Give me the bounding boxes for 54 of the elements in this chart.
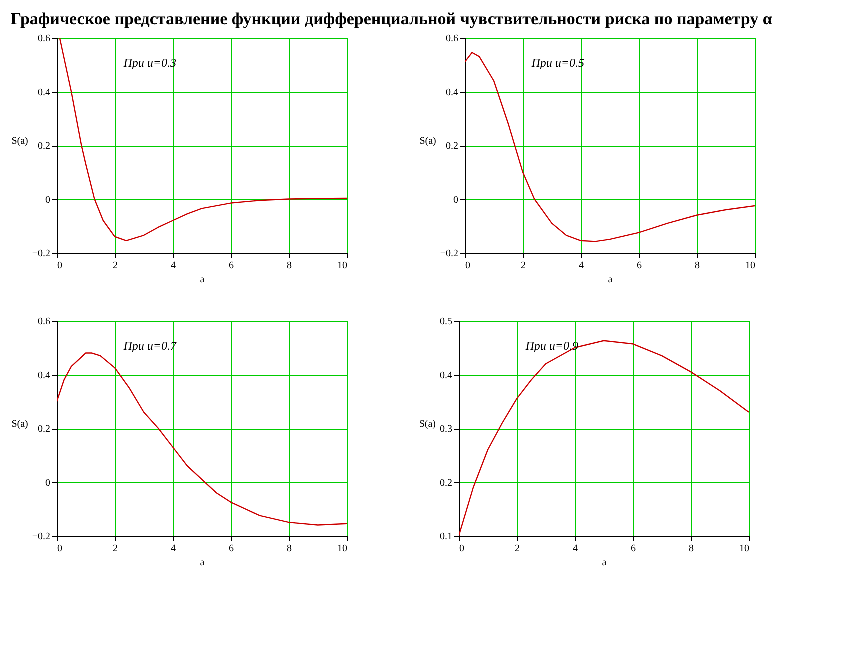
x-tick-label: 6: [229, 260, 234, 272]
x-tick-label: 2: [113, 260, 118, 272]
x-axis-title: a: [608, 274, 614, 286]
y-tick-label: 0.2: [38, 424, 50, 435]
y-tick-label: 0: [454, 194, 458, 206]
y-tick-label: 0.6: [38, 316, 50, 328]
x-tick-label: 0: [466, 260, 470, 272]
x-tick-label: 8: [695, 260, 700, 272]
y-axis-title: S(a): [420, 136, 436, 147]
x-tick-label: 8: [287, 260, 292, 272]
y-tick-label: −0.2: [32, 532, 50, 542]
y-tick-label: 0.6: [446, 34, 458, 44]
y-tick-label: 0.2: [446, 141, 458, 152]
y-tick-label: 0.5: [440, 316, 452, 328]
x-tick-label: 2: [521, 260, 526, 272]
x-tick-label: 10: [746, 260, 756, 272]
x-tick-label: 10: [740, 544, 750, 554]
y-tick-label: 0: [46, 194, 50, 206]
line-series: [57, 352, 347, 526]
x-tick-label: 0: [58, 260, 62, 272]
x-tick-label: 10: [338, 260, 348, 272]
y-tick-label: 0.3: [440, 424, 452, 435]
x-tick-label: 4: [171, 544, 176, 554]
x-tick-label: 8: [689, 544, 694, 554]
x-tick-label: 4: [573, 544, 578, 554]
x-tick-label: 6: [631, 544, 636, 554]
y-tick-label: 0.1: [440, 532, 452, 542]
x-axis-title: a: [200, 274, 206, 286]
x-tick-label: 4: [171, 260, 176, 272]
y-axis-title: S(a): [12, 136, 28, 147]
y-tick-label: 0.2: [440, 478, 452, 489]
y-axis-title: S(a): [12, 419, 28, 430]
y-tick-label: 0.4: [38, 370, 50, 382]
x-tick-label: 8: [287, 544, 292, 554]
y-tick-label: 0: [46, 478, 50, 489]
x-tick-label: 2: [515, 544, 520, 554]
y-axis-title: S(a): [419, 419, 436, 430]
y-tick-label: 0.6: [38, 34, 50, 44]
x-axis-title: a: [602, 558, 608, 568]
x-axis-title: a: [200, 558, 206, 568]
y-tick-label: 0.4: [446, 87, 458, 98]
line-series: [465, 52, 755, 242]
text: Графическое представление функции дифференциальной чувствительности риска по параметру α: [10, 10, 773, 28]
x-tick-label: 2: [113, 544, 118, 554]
x-tick-label: 0: [58, 544, 62, 554]
y-tick-label: −0.2: [32, 248, 50, 260]
y-tick-label: 0.4: [38, 87, 50, 98]
y-tick-label: 0.4: [440, 370, 452, 382]
x-tick-label: 6: [637, 260, 642, 272]
x-tick-label: 4: [579, 260, 584, 272]
y-tick-label: −0.2: [440, 248, 458, 260]
y-tick-label: 0.2: [38, 141, 50, 152]
x-tick-label: 6: [229, 544, 234, 554]
x-tick-label: 10: [338, 544, 348, 554]
